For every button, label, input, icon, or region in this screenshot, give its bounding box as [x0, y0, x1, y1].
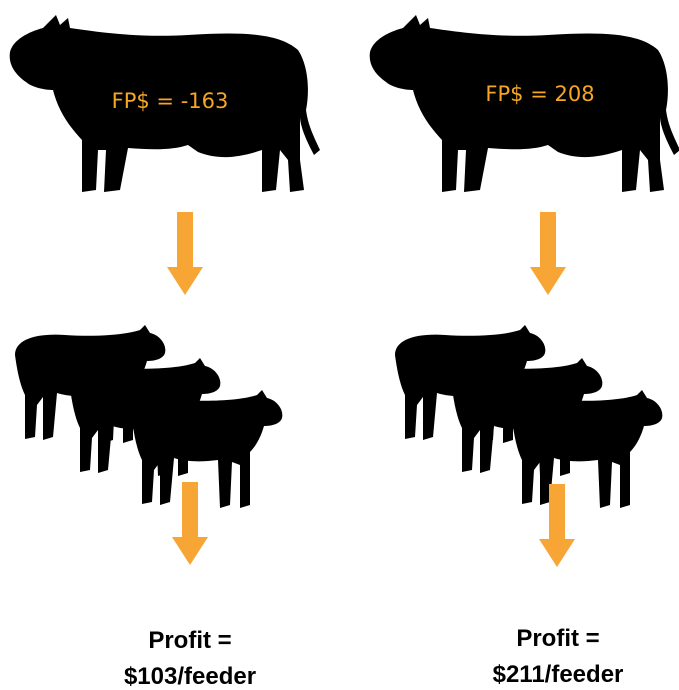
column-right: FP$ = 208 Profit = $211/feeder: [370, 15, 679, 688]
page: FP$ = -163 Profit = $103/feeder FP$ = 20…: [0, 0, 679, 690]
column-left: FP$ = -163 Profit = $103/feeder: [10, 15, 320, 690]
diagram: FP$ = -163 Profit = $103/feeder FP$ = 20…: [0, 0, 679, 690]
sire-label: FP$ = 208: [485, 82, 594, 106]
profit-line: Profit =: [516, 625, 599, 652]
profit-line: $103/feeder: [124, 663, 256, 690]
arrow: [530, 212, 566, 295]
arrow: [172, 482, 208, 565]
sire-label: FP$ = -163: [112, 89, 229, 113]
calf-silhouette: [512, 390, 662, 508]
calf-silhouette: [132, 390, 282, 508]
arrow: [167, 212, 203, 295]
profit-line: Profit =: [148, 627, 231, 654]
profit-line: $211/feeder: [493, 661, 624, 688]
